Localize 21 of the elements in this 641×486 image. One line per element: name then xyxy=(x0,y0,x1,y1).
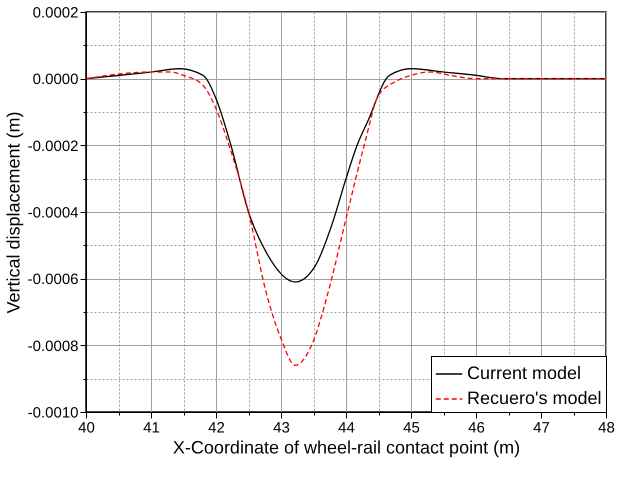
y-axis-title: Vertical displacement (m) xyxy=(4,111,24,314)
y-tick-label: 0.0000 xyxy=(32,71,78,88)
legend-label: Current model xyxy=(467,363,582,383)
y-tick-label: -0.0006 xyxy=(28,271,78,288)
x-tick-label: 40 xyxy=(78,420,95,436)
x-tick-label: 46 xyxy=(468,420,485,436)
x-tick-label: 45 xyxy=(403,420,420,436)
x-axis-title: X-Coordinate of wheel-rail contact point (m) xyxy=(172,438,520,458)
y-tick-label: -0.0010 xyxy=(28,404,78,422)
line-series xyxy=(85,71,607,366)
x-tick-label: 43 xyxy=(273,420,290,436)
x-tick-label: 48 xyxy=(598,420,615,436)
y-tick-label: -0.0002 xyxy=(28,138,78,155)
x-tick-label: 42 xyxy=(208,420,225,436)
x-tick-label: 41 xyxy=(143,420,160,436)
x-tick-label: 47 xyxy=(533,420,550,436)
legend-label: Recuero's model xyxy=(467,388,602,408)
x-tick-label: 44 xyxy=(338,420,355,436)
y-tick-label: 0.0002 xyxy=(32,4,78,22)
y-tick-label: -0.0008 xyxy=(28,338,78,355)
y-tick-label: -0.0004 xyxy=(28,204,78,222)
